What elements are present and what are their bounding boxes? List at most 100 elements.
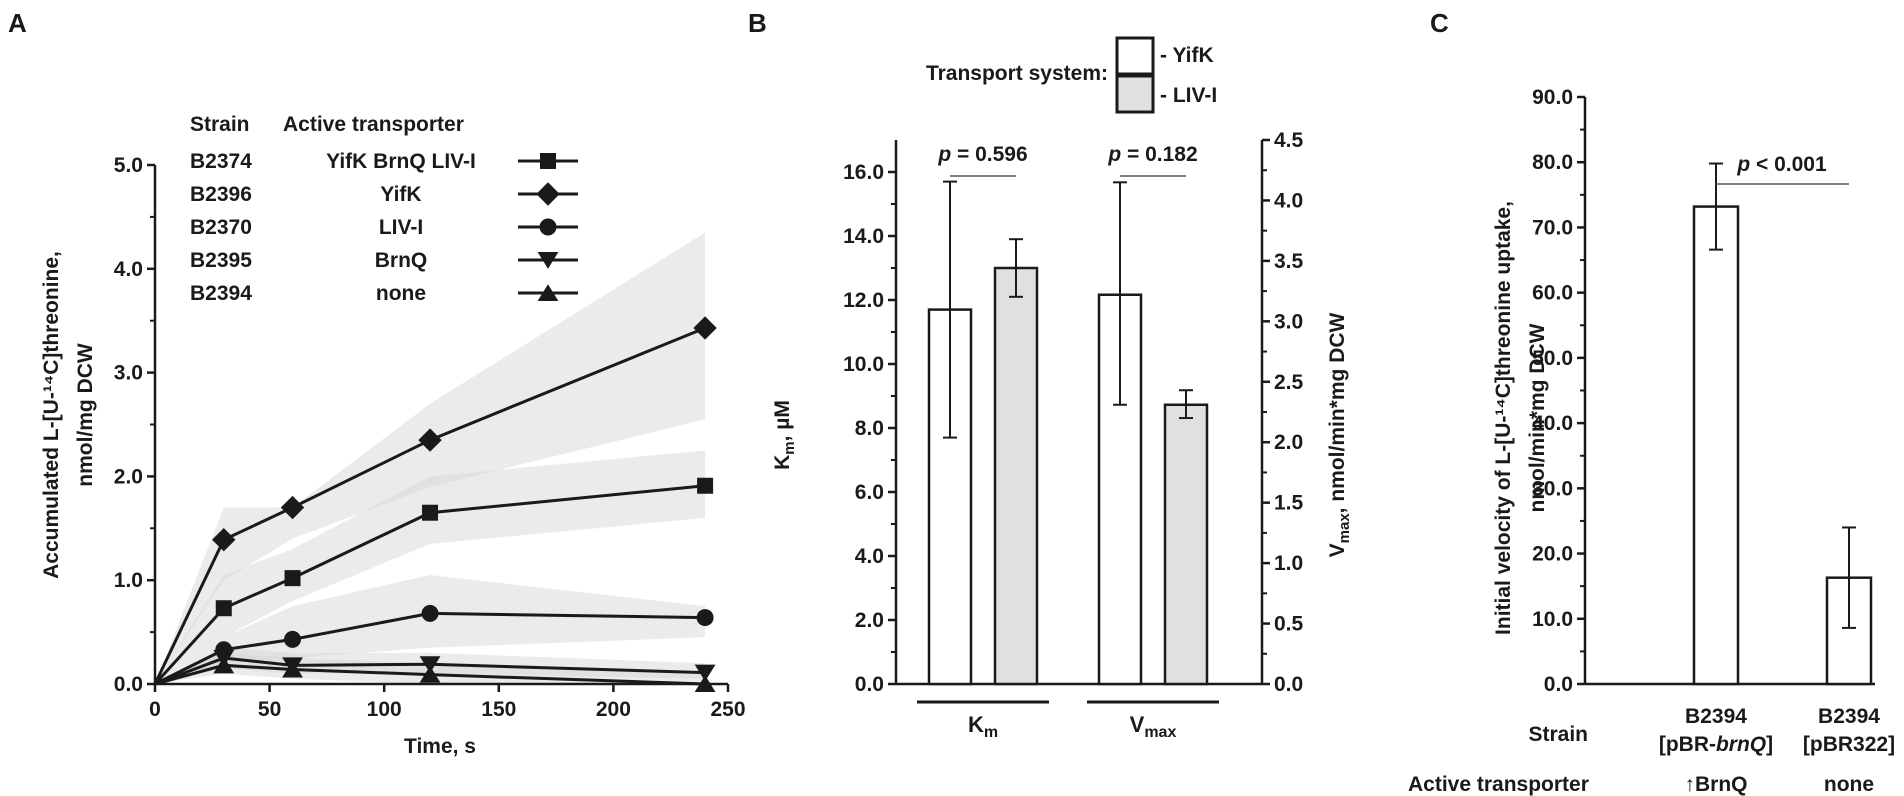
left-tick-label: 0.0	[855, 673, 884, 696]
y-tick-label: 2.0	[114, 465, 143, 488]
x-tick-label: 250	[710, 698, 745, 721]
data-point-b2370	[696, 609, 714, 627]
legend-strain-b2394: B2394	[190, 282, 252, 305]
data-point-b2374	[215, 600, 232, 617]
y-tick-label: 1.0	[114, 569, 143, 592]
y-tick-label: 4.0	[114, 258, 143, 281]
panel-c-y-axis-label-line2: nmol/min*mg DCW	[1526, 323, 1549, 512]
left-tick-label: 4.0	[855, 545, 884, 568]
legend-marker-b2396	[536, 182, 560, 206]
panel-c-axes: 0.0 10.0 20.0 30.0 40.0 50.0 60.0 70.0 80.0 90.0	[1532, 86, 1875, 696]
x-tick-label: 50	[258, 698, 281, 721]
data-point-b2394	[282, 660, 303, 678]
panel-label-a: A	[8, 8, 27, 38]
right-tick-label: 4.0	[1274, 189, 1303, 212]
legend-strain-b2374: B2374	[190, 150, 252, 173]
y-tick-label: 50.0	[1532, 347, 1573, 370]
row-label-active-transporter: Active transporter	[1408, 773, 1589, 796]
panel-c-bar-chart: 0.010.020.030.040.050.060.070.080.090.0 …	[1408, 86, 1895, 796]
legend-title: Transport system:	[926, 62, 1108, 85]
data-point-b2396	[418, 428, 442, 452]
legend-marker-b2370	[539, 218, 557, 236]
panel-a-y-axis-label-line2: nmol/mg DCW	[74, 343, 97, 487]
right-tick-label: 2.0	[1274, 431, 1303, 454]
x-tick-label: 0	[149, 698, 161, 721]
panel-a-axes: 0 50 100 150 200 250 0.0 1.0 2.0 3.0 4.0 5.0	[114, 154, 746, 721]
right-tick-label: 0.0	[1274, 673, 1303, 696]
group-label-vmax: Vmax	[1130, 712, 1177, 741]
data-point-b2394	[419, 665, 441, 683]
y-tick-label: 10.0	[1532, 608, 1573, 631]
left-tick-label: 8.0	[855, 417, 884, 440]
data-point-b2374	[284, 570, 301, 587]
legend-transporter-b2374: YifK BrnQ LIV-I	[326, 150, 476, 173]
panel-b-axes: 0.0 2.0 4.0 6.0 8.0 10.0 12.0 14.0 16.0 0.0 0.5 1.0…	[843, 129, 1303, 696]
panel-b-legend: Transport system: - YifK - LIV-I	[926, 36, 1217, 114]
legend-marker-b2395	[537, 252, 559, 269]
p-value-vmax: p = 0.182	[1107, 143, 1197, 166]
right-tick-label: 1.5	[1274, 492, 1304, 515]
panel-a-series	[153, 316, 717, 692]
bar-pbr-brnq	[1692, 205, 1740, 686]
panel-b-left-axis-label: Km, µM	[771, 400, 798, 470]
legend-transporter-b2370: LIV-I	[379, 216, 423, 239]
y-tick-label: 60.0	[1532, 282, 1573, 305]
legend-marker-b2374	[540, 153, 556, 169]
panel-a-line-chart: 0 50 100 150 200 250 0.0 1.0 2.0 3.0 4.0 5.0 Time, …	[40, 113, 746, 758]
data-point-b2394	[694, 675, 716, 692]
category-transporter-pbr322: none	[1824, 773, 1874, 796]
data-point-b2396	[693, 316, 717, 340]
x-tick-label: 100	[367, 698, 402, 721]
row-label-strain: Strain	[1528, 723, 1588, 746]
panel-label-c: C	[1430, 8, 1449, 38]
panel-a-y-axis-label-line1: Accumulated L-[U-¹⁴C]threonine,	[40, 251, 63, 579]
data-point-b2396	[280, 495, 305, 520]
right-tick-label: 4.5	[1274, 129, 1304, 152]
data-point-b2370	[421, 604, 439, 622]
legend-transporter-b2394: none	[376, 282, 426, 305]
left-tick-label: 12.0	[843, 289, 884, 312]
category-strain-pbr322: B2394	[1818, 705, 1880, 728]
panel-c-y-axis-label-line1: Initial velocity of L-[U-¹⁴C]threonine u…	[1492, 201, 1515, 635]
bar-vmax-liv-i	[1163, 403, 1209, 686]
category-strain-pbr-brnq: B2394	[1685, 705, 1747, 728]
panel-b-right-axis-label: Vmax, nmol/min*mg DCW	[1326, 312, 1353, 557]
panel-a-legend: Strain Active transporter B2374 YifK BrnQ…	[190, 113, 578, 305]
legend-strain-b2370: B2370	[190, 216, 252, 239]
p-value-label: p < 0.001	[1736, 153, 1827, 176]
data-point-b2374	[422, 504, 439, 521]
left-tick-label: 2.0	[855, 609, 884, 632]
legend-transporter-b2395: BrnQ	[375, 249, 428, 272]
panel-b-group-labels: Km Vmax	[917, 700, 1219, 741]
category-plasmid-pbr322: [pBR322]	[1803, 733, 1895, 756]
y-tick-label: 30.0	[1532, 477, 1573, 500]
x-tick-label: 150	[481, 698, 516, 721]
legend-swatch-yifk	[1115, 36, 1155, 76]
group-label-km: Km	[968, 712, 998, 741]
right-tick-label: 1.0	[1274, 552, 1303, 575]
data-point-b2396	[212, 528, 236, 552]
panel-b-bars: p = 0.596 p = 0.182	[927, 143, 1209, 686]
y-tick-label: 80.0	[1532, 151, 1573, 174]
y-tick-label: 0.0	[1544, 673, 1573, 696]
left-tick-label: 14.0	[843, 225, 884, 248]
p-value-km: p = 0.596	[937, 143, 1027, 166]
y-tick-label: 5.0	[114, 154, 143, 177]
y-tick-label: 70.0	[1532, 216, 1573, 239]
right-tick-label: 2.5	[1274, 371, 1304, 394]
left-tick-label: 6.0	[855, 481, 884, 504]
x-tick-label: 200	[596, 698, 631, 721]
legend-transporter-b2396: YifK	[380, 183, 421, 206]
data-point-b2370	[284, 630, 302, 648]
y-tick-label: 0.0	[114, 673, 143, 696]
y-tick-label: 90.0	[1532, 86, 1573, 109]
y-tick-label: 3.0	[114, 362, 143, 385]
right-tick-label: 0.5	[1274, 613, 1304, 636]
right-tick-label: 3.5	[1274, 250, 1304, 273]
data-point-b2395	[694, 664, 716, 682]
y-tick-label: 40.0	[1532, 412, 1573, 435]
panel-c-bars: p < 0.001	[1692, 153, 1873, 686]
data-point-b2374	[697, 477, 714, 494]
legend-strain-b2396: B2396	[190, 183, 252, 206]
